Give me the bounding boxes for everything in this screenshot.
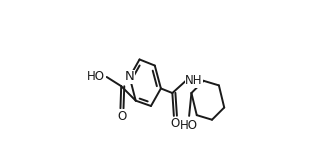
- Text: NH: NH: [185, 74, 202, 87]
- Text: HO: HO: [87, 71, 105, 83]
- Text: HO: HO: [180, 119, 198, 132]
- Text: O: O: [170, 118, 179, 130]
- Text: O: O: [117, 110, 127, 123]
- Text: N: N: [125, 71, 135, 83]
